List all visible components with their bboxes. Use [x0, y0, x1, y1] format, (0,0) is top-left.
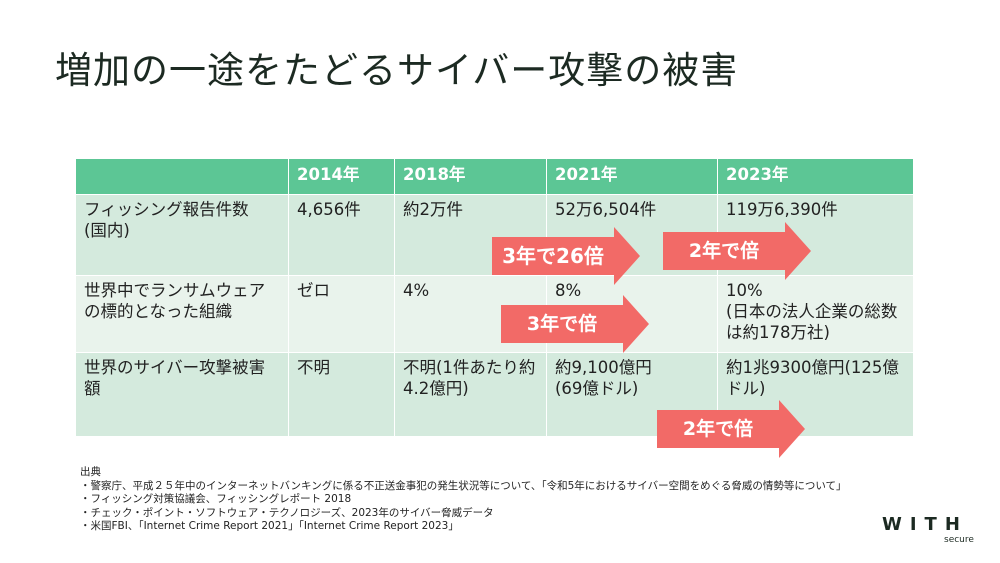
withsecure-logo-sub: secure — [944, 535, 974, 545]
statistics-table: 2014年 2018年 2021年 2023年 フィッシング報告件数 (国内) … — [75, 158, 914, 437]
withsecure-logo: WITH — [882, 514, 968, 535]
source-item: ・チェック・ポイント・ソフトウェア・テクノロジーズ、2023年のサイバー脅威デー… — [80, 506, 494, 519]
table-row: フィッシング報告件数 (国内) 4,656件 約2万件 52万6,504件 11… — [75, 194, 914, 276]
sources-heading: 出典 — [80, 466, 101, 478]
row-label-damage: 世界のサイバー攻撃被害額 — [75, 352, 289, 437]
header-cell-2014: 2014年 — [288, 158, 395, 195]
header-cell-2023: 2023年 — [717, 158, 914, 195]
table-cell: 4,656件 — [288, 194, 395, 276]
sources-block: 出典 ・警察庁、平成２５年中のインターネットバンキングに係る不正送金事犯の発生状… — [80, 466, 847, 534]
source-item: ・フィッシング対策協議会、フィッシングレポート 2018 — [80, 493, 352, 505]
table-cell: ゼロ — [288, 275, 395, 353]
table-cell: 119万6,390件 — [717, 194, 914, 276]
growth-arrow-damage: 2年で倍 — [657, 400, 805, 458]
table-cell: 約2万件 — [394, 194, 547, 276]
growth-arrow-phishing-2018-2021: 3年で26倍 — [492, 227, 640, 285]
page-title: 増加の一途をたどるサイバー攻撃の被害 — [55, 49, 739, 92]
header-cell-blank — [75, 158, 289, 195]
row-label-ransomware: 世界中でランサムウェアの標的となった組織 — [75, 275, 289, 353]
header-cell-2018: 2018年 — [394, 158, 547, 195]
row-label-phishing: フィッシング報告件数 (国内) — [75, 194, 289, 276]
source-item: ・警察庁、平成２５年中のインターネットバンキングに係る不正送金事犯の発生状況等に… — [80, 479, 847, 492]
table-cell: 不明 — [288, 352, 395, 437]
source-item: ・米国FBI、「Internet Crime Report 2021」「Inte… — [80, 520, 459, 532]
table-cell: 不明(1件あたり約4.2億円) — [394, 352, 547, 437]
table-row: 世界中でランサムウェアの標的となった組織 ゼロ 4% 8% 10% (日本の法人… — [75, 275, 914, 353]
growth-arrow-phishing-2021-2023: 2年で倍 — [663, 222, 811, 280]
table-header-row: 2014年 2018年 2021年 2023年 — [75, 158, 914, 195]
growth-arrow-ransomware: 3年で倍 — [501, 295, 649, 353]
header-cell-2021: 2021年 — [546, 158, 718, 195]
table-cell: 10% (日本の法人企業の総数は約178万社) — [717, 275, 914, 353]
